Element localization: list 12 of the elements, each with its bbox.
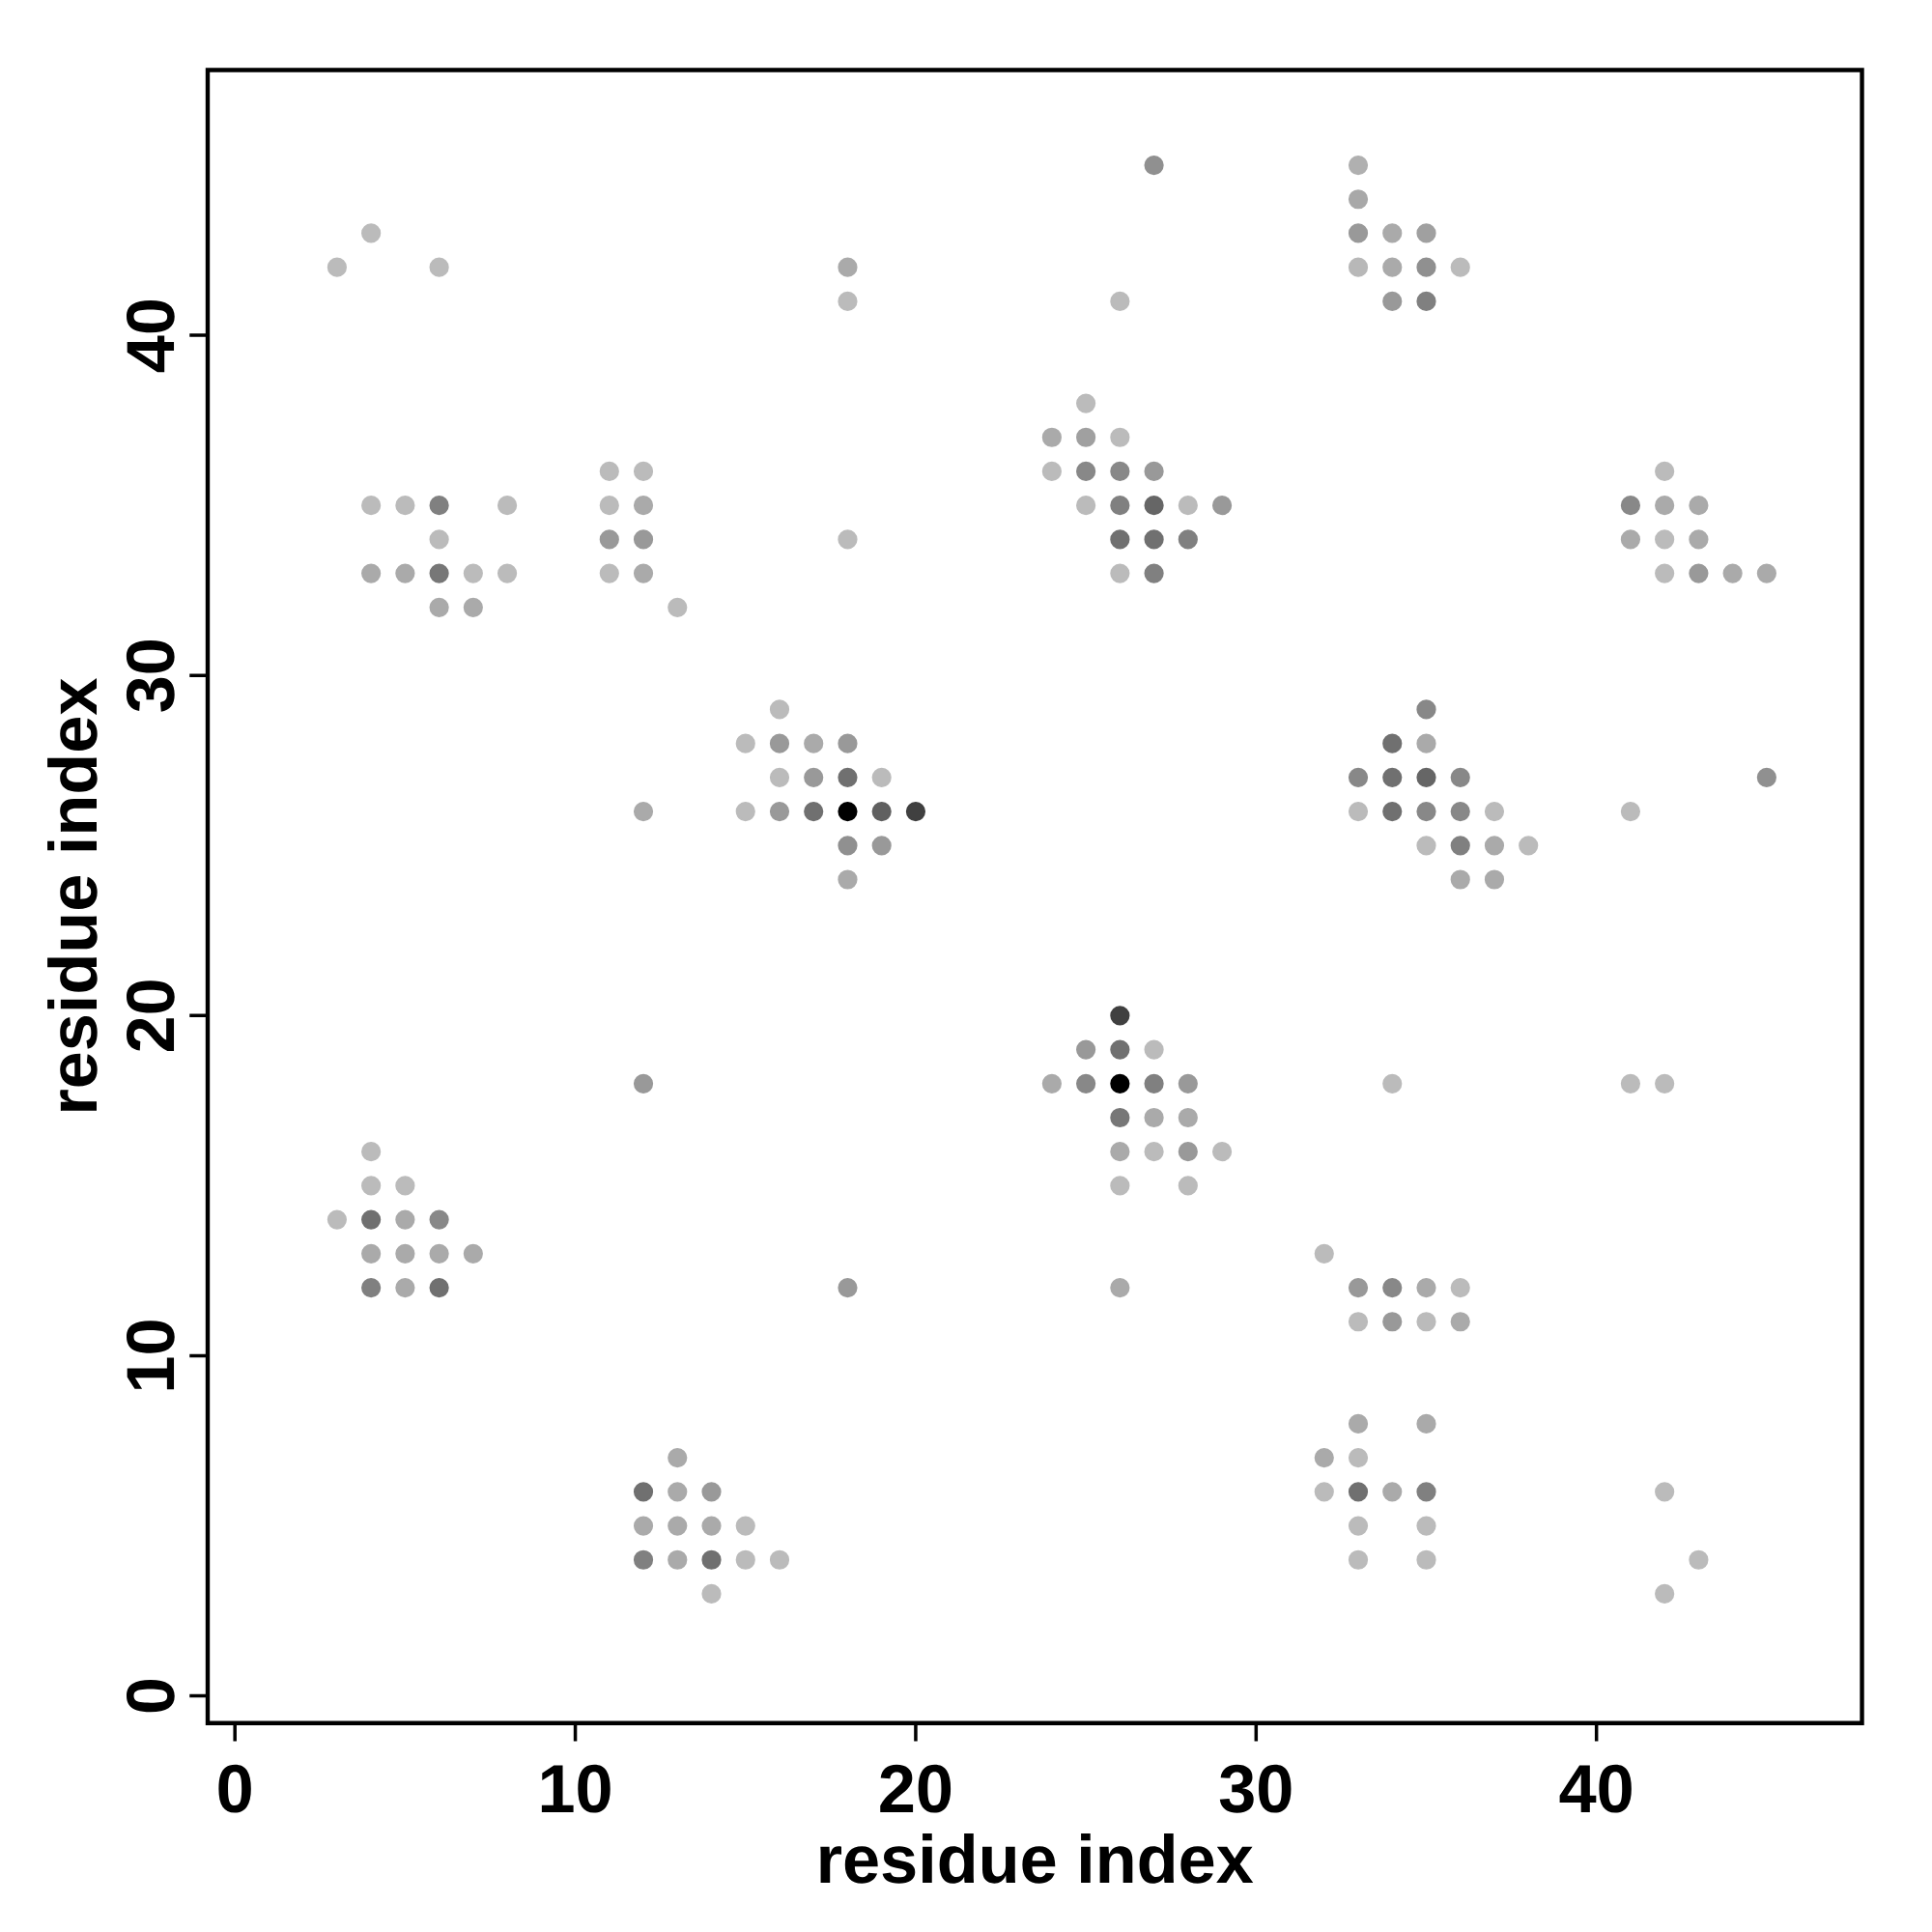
- x-tick-label: 40: [1559, 1764, 1632, 1813]
- y-tick-label: 30: [126, 640, 175, 712]
- y-axis-title: residue index: [47, 678, 98, 1112]
- x-tick-label: 20: [880, 1764, 952, 1813]
- y-tick-label: 0: [126, 1679, 175, 1713]
- y-tick-label: 10: [126, 1321, 175, 1390]
- y-tick-label: 20: [126, 980, 175, 1052]
- x-axis-title: residue index: [820, 1833, 1254, 1884]
- x-tick-label: 30: [1219, 1764, 1292, 1813]
- y-tick-label: 40: [126, 299, 175, 373]
- x-tick-label: 0: [218, 1764, 251, 1813]
- x-tick-label: 10: [541, 1764, 611, 1813]
